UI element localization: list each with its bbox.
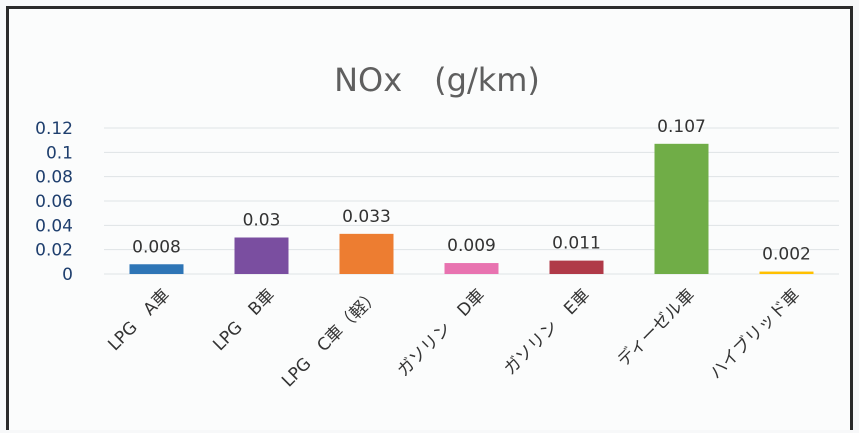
- y-tick-label: 0.08: [35, 168, 73, 188]
- x-axis-ticks: LPG A車 LPG B車 LPG C車（軽） ガソリン D車 ガソリン E車 ディーゼル…: [104, 285, 804, 392]
- category-label: LPG B車: [209, 285, 279, 355]
- data-label: 0.008: [132, 237, 181, 257]
- bar: [129, 264, 184, 274]
- y-tick-label: 0.04: [35, 216, 73, 236]
- gridlines: [104, 127, 839, 275]
- data-label: 0.03: [243, 211, 281, 231]
- category-label: ガソリン D車: [394, 285, 490, 381]
- y-tick-label: 0.06: [35, 192, 73, 212]
- bar: [234, 237, 289, 274]
- data-labels: 0.008 0.03 0.033 0.009 0.011 0.107 0.002: [132, 117, 811, 265]
- y-tick-label: 0.1: [46, 143, 73, 163]
- bar: [549, 260, 604, 274]
- bar: [759, 271, 814, 274]
- y-tick-label: 0.12: [35, 119, 73, 139]
- category-label: ディーゼル車: [613, 285, 699, 371]
- bar: [654, 143, 709, 274]
- y-tick-label: 0.02: [35, 241, 73, 261]
- y-axis-ticks: 0 0.02 0.04 0.06 0.08 0.1 0.12: [35, 119, 73, 285]
- category-label: LPG C車（軽）: [278, 285, 384, 391]
- category-label: ハイブリッド車: [705, 285, 804, 384]
- category-label: ガソリン E車: [500, 285, 594, 379]
- bar-chart: NOx (g/km) 0 0.02 0.04 0.06 0.08 0.1 0.12 0.00…: [35, 61, 839, 392]
- data-label: 0.011: [552, 234, 601, 254]
- data-label: 0.002: [762, 245, 811, 265]
- category-label: LPG A車: [104, 285, 174, 355]
- data-label: 0.009: [447, 236, 496, 256]
- data-label: 0.107: [657, 117, 706, 137]
- chart-title: NOx (g/km): [334, 61, 540, 99]
- bar: [339, 233, 394, 274]
- bars: [129, 143, 814, 274]
- bar: [444, 263, 499, 274]
- y-tick-label: 0: [62, 265, 73, 285]
- chart-frame: NOx (g/km) 0 0.02 0.04 0.06 0.08 0.1 0.12 0.00…: [6, 6, 853, 430]
- data-label: 0.033: [342, 207, 391, 227]
